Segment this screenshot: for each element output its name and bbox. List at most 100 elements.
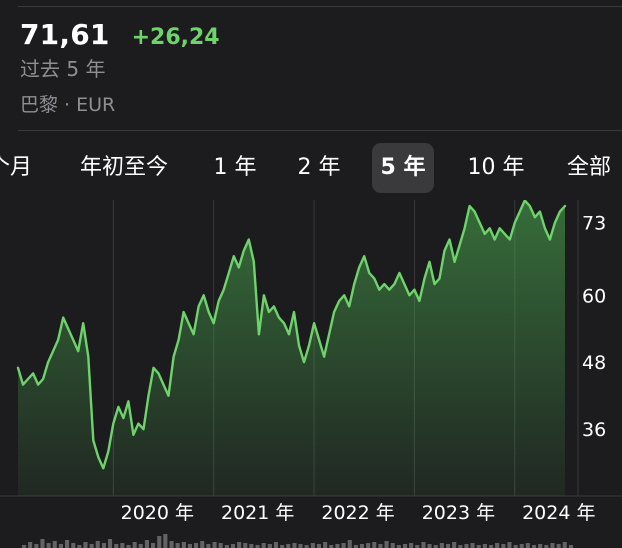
exchange-label: 巴黎 · EUR <box>20 94 116 116</box>
volume-bar <box>22 545 27 548</box>
y-axis-labels: 73 60 48 36 <box>582 213 606 441</box>
volume-bar <box>267 544 272 548</box>
x-tick-label: 2022 年 <box>321 502 394 524</box>
current-price: 71,61 <box>20 18 110 51</box>
volume-bar <box>181 542 186 548</box>
price-area <box>18 200 565 496</box>
tab-all[interactable]: 全部 <box>566 155 611 180</box>
volume-bar <box>175 543 180 548</box>
top-divider <box>18 6 622 7</box>
volume-bar <box>65 540 70 548</box>
volume-bar <box>151 543 156 548</box>
price-row: 71,61 +26,24 <box>20 18 220 51</box>
volume-bar <box>409 543 414 548</box>
volume-bar <box>28 542 33 548</box>
volume-bar <box>280 545 285 548</box>
volume-bar <box>550 543 555 548</box>
volume-bar <box>495 543 500 548</box>
volume-bar <box>40 539 45 548</box>
volume-bar <box>310 543 315 548</box>
volume-bar <box>532 545 537 548</box>
volume-bar <box>206 544 211 548</box>
volume-bar <box>157 536 162 548</box>
volume-bar <box>482 544 487 548</box>
volume-bar <box>304 545 309 548</box>
volume-bar <box>52 541 57 548</box>
y-tick-label: 36 <box>582 419 606 441</box>
volume-bar <box>83 542 88 548</box>
volume-bar <box>114 544 119 548</box>
volume-bar <box>427 544 432 548</box>
volume-bar <box>403 544 408 548</box>
volume-bar <box>46 543 51 548</box>
volume-bar <box>200 541 205 548</box>
volume-bar <box>218 543 223 548</box>
volume-bar <box>470 543 475 548</box>
volume-bar <box>273 542 278 548</box>
tab-ytd[interactable]: 年初至今 <box>79 155 168 180</box>
volume-bar <box>372 542 377 548</box>
volume-bar <box>439 543 444 548</box>
volume-bar <box>458 545 463 548</box>
volume-bar <box>249 544 254 548</box>
period-label: 过去 5 年 <box>20 57 106 81</box>
volume-bar <box>366 543 371 548</box>
volume-bar <box>421 542 426 548</box>
volume-bar <box>390 543 395 548</box>
volume-bar <box>568 545 573 548</box>
volume-bar <box>353 545 358 548</box>
tab-10y[interactable]: 10 年 <box>467 155 525 180</box>
volume-bar <box>415 545 420 548</box>
volume-bar <box>286 544 291 548</box>
volume-bar <box>329 545 334 548</box>
tab-5y[interactable]: 5 年 <box>372 143 434 193</box>
volume-bar <box>108 539 113 548</box>
volume-bar <box>347 540 352 548</box>
volume-bar <box>452 542 457 548</box>
volume-bar <box>71 543 76 548</box>
volume-bar <box>378 544 383 548</box>
volume-bar <box>230 544 235 548</box>
tab-months[interactable]: 个月 <box>0 155 32 180</box>
volume-bar <box>224 545 229 548</box>
volume-bar <box>562 542 567 548</box>
tab-1y[interactable]: 1 年 <box>213 155 257 180</box>
volume-bar <box>519 544 524 548</box>
volume-bar <box>476 545 481 548</box>
volume-bar <box>77 545 82 548</box>
volume-bar <box>58 544 63 548</box>
price-chart[interactable]: 73 60 48 36 2020 年 2021 年 2022 年 2023 年 2024 年 <box>0 200 622 548</box>
volume-bar <box>335 544 340 548</box>
volume-bar <box>187 544 192 548</box>
volume-bar <box>501 544 506 548</box>
volume-bar <box>507 542 512 548</box>
x-tick-label: 2024 年 <box>522 502 595 524</box>
volume-bar <box>255 545 260 548</box>
y-tick-label: 48 <box>582 352 606 374</box>
header-divider <box>18 130 622 131</box>
y-tick-label: 73 <box>582 213 606 235</box>
volume-bar <box>101 543 106 548</box>
volume-bar <box>95 541 100 548</box>
volume-bar <box>464 544 469 548</box>
volume-bar <box>237 542 242 548</box>
volume-bar <box>261 543 266 548</box>
volume-bar <box>359 544 364 548</box>
volume-bar <box>212 542 217 548</box>
volume-bar <box>323 542 328 548</box>
x-tick-label: 2023 年 <box>422 502 495 524</box>
x-axis-labels: 2020 年 2021 年 2022 年 2023 年 2024 年 <box>121 502 596 524</box>
volume-bar <box>489 545 494 548</box>
volume-bar <box>556 544 561 548</box>
volume-bar <box>120 543 125 548</box>
volume-bar <box>144 540 149 548</box>
x-tick-label: 2021 年 <box>221 502 294 524</box>
volume-bar <box>34 544 39 548</box>
volume-bar <box>89 544 94 548</box>
volume-bar <box>544 545 549 548</box>
tab-2y[interactable]: 2 年 <box>297 155 341 180</box>
volume-bar <box>132 542 137 548</box>
volume-bar <box>446 544 451 548</box>
price-line <box>16 200 567 470</box>
volume-bar <box>538 544 543 548</box>
